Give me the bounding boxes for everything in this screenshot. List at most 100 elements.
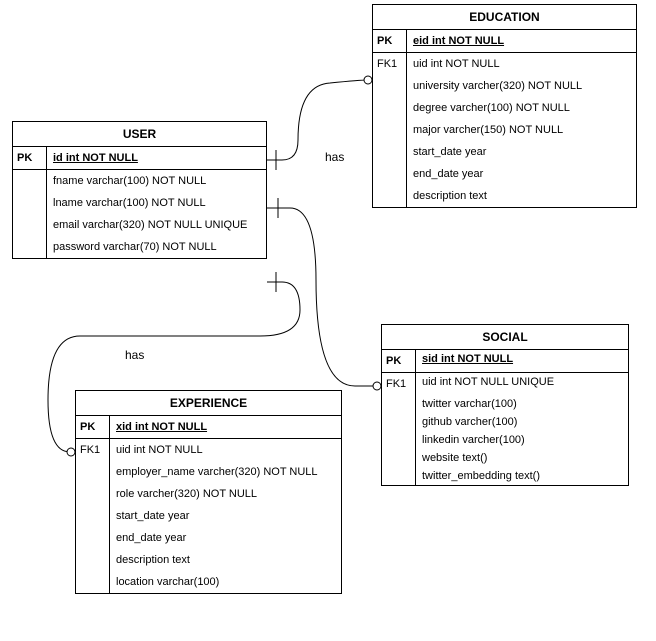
field-col: linkedin varcher(100) — [416, 431, 628, 449]
connector-line — [267, 80, 368, 160]
field-row: role varcher(320) NOT NULL — [76, 483, 341, 505]
key-col: PK — [373, 30, 407, 52]
fields-experience: FK1uid int NOT NULLemployer_name varcher… — [76, 439, 341, 593]
key-col — [382, 413, 416, 431]
connector-end-circle — [373, 382, 381, 390]
pk-row: PK xid int NOT NULL — [76, 416, 341, 439]
field-col: end_date year — [407, 163, 636, 185]
key-col — [76, 483, 110, 505]
field-col: website text() — [416, 449, 628, 467]
entity-education: EDUCATION PK eid int NOT NULL FK1uid int… — [372, 4, 637, 208]
key-col — [76, 461, 110, 483]
field-row: end_date year — [76, 527, 341, 549]
fields-social: FK1uid int NOT NULL UNIQUEtwitter varcha… — [382, 373, 628, 485]
key-col — [373, 185, 407, 207]
field-col: role varcher(320) NOT NULL — [110, 483, 341, 505]
field-col: location varchar(100) — [110, 571, 341, 593]
field-col: start_date year — [110, 505, 341, 527]
key-col — [76, 527, 110, 549]
field-col: twitter varchar(100) — [416, 395, 628, 413]
key-col — [382, 449, 416, 467]
entity-user: USER PK id int NOT NULL fname varchar(10… — [12, 121, 267, 259]
key-col — [373, 97, 407, 119]
field-row: twitter_embedding text() — [382, 467, 628, 485]
field-row: fname varchar(100) NOT NULL — [13, 170, 266, 192]
pk-row: PK sid int NOT NULL — [382, 350, 628, 373]
field-col: description text — [407, 185, 636, 207]
key-col — [13, 170, 47, 192]
fields-user: fname varchar(100) NOT NULLlname varchar… — [13, 170, 266, 258]
field-row: FK1uid int NOT NULL — [76, 439, 341, 461]
key-col — [76, 505, 110, 527]
field-col: uid int NOT NULL — [110, 439, 341, 461]
field-row: start_date year — [76, 505, 341, 527]
field-row: major varcher(150) NOT NULL — [373, 119, 636, 141]
entity-title: EXPERIENCE — [76, 391, 341, 416]
key-col — [373, 75, 407, 97]
field-row: lname varchar(100) NOT NULL — [13, 192, 266, 214]
connector-line — [267, 208, 377, 386]
key-col: FK1 — [382, 373, 416, 395]
key-col — [382, 395, 416, 413]
field-row: github varcher(100) — [382, 413, 628, 431]
entity-title: EDUCATION — [373, 5, 636, 30]
field-col: password varchar(70) NOT NULL — [47, 236, 266, 258]
field-col: major varcher(150) NOT NULL — [407, 119, 636, 141]
entity-experience: EXPERIENCE PK xid int NOT NULL FK1uid in… — [75, 390, 342, 594]
key-col — [13, 236, 47, 258]
field-col: twitter_embedding text() — [416, 467, 628, 485]
field-col: sid int NOT NULL — [416, 350, 628, 372]
entity-social: SOCIAL PK sid int NOT NULL FK1uid int NO… — [381, 324, 629, 486]
field-col: employer_name varcher(320) NOT NULL — [110, 461, 341, 483]
field-col: uid int NOT NULL UNIQUE — [416, 373, 628, 395]
entity-title: SOCIAL — [382, 325, 628, 350]
field-col: eid int NOT NULL — [407, 30, 636, 52]
field-row: email varchar(320) NOT NULL UNIQUE — [13, 214, 266, 236]
entity-title: USER — [13, 122, 266, 147]
field-col: uid int NOT NULL — [407, 53, 636, 75]
field-col: end_date year — [110, 527, 341, 549]
connector-end-circle — [364, 76, 372, 84]
field-col: github varcher(100) — [416, 413, 628, 431]
key-col — [382, 467, 416, 485]
pk-row: PK eid int NOT NULL — [373, 30, 636, 53]
field-row: location varchar(100) — [76, 571, 341, 593]
field-row: description text — [373, 185, 636, 207]
field-row: FK1uid int NOT NULL UNIQUE — [382, 373, 628, 395]
field-row: start_date year — [373, 141, 636, 163]
key-col: PK — [76, 416, 110, 438]
field-col: xid int NOT NULL — [110, 416, 341, 438]
field-col: start_date year — [407, 141, 636, 163]
key-col — [382, 431, 416, 449]
field-row: description text — [76, 549, 341, 571]
field-row: end_date year — [373, 163, 636, 185]
key-col — [373, 119, 407, 141]
key-col: FK1 — [76, 439, 110, 461]
field-col: fname varchar(100) NOT NULL — [47, 170, 266, 192]
field-row: password varchar(70) NOT NULL — [13, 236, 266, 258]
key-col — [373, 141, 407, 163]
key-col: PK — [382, 350, 416, 372]
rel-label-experience: has — [125, 348, 144, 362]
field-col: lname varchar(100) NOT NULL — [47, 192, 266, 214]
field-row: linkedin varcher(100) — [382, 431, 628, 449]
key-col — [373, 163, 407, 185]
field-row: university varcher(320) NOT NULL — [373, 75, 636, 97]
fields-education: FK1uid int NOT NULLuniversity varcher(32… — [373, 53, 636, 207]
field-col: description text — [110, 549, 341, 571]
pk-row: PK id int NOT NULL — [13, 147, 266, 170]
rel-label-education: has — [325, 150, 344, 164]
field-row: FK1uid int NOT NULL — [373, 53, 636, 75]
field-row: degree varcher(100) NOT NULL — [373, 97, 636, 119]
field-row: website text() — [382, 449, 628, 467]
key-col: FK1 — [373, 53, 407, 75]
field-col: id int NOT NULL — [47, 147, 266, 169]
key-col: PK — [13, 147, 47, 169]
field-col: email varchar(320) NOT NULL UNIQUE — [47, 214, 266, 236]
connector-end-circle — [67, 448, 75, 456]
key-col — [13, 192, 47, 214]
field-col: degree varcher(100) NOT NULL — [407, 97, 636, 119]
key-col — [13, 214, 47, 236]
field-row: twitter varchar(100) — [382, 395, 628, 413]
key-col — [76, 571, 110, 593]
